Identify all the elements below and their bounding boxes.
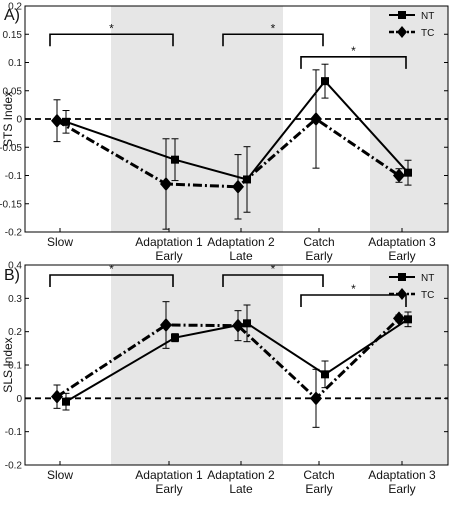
data-point-diamond <box>310 112 322 126</box>
significance-star: * <box>109 262 114 276</box>
legend-label: TC <box>421 28 434 39</box>
significance-star: * <box>271 262 276 276</box>
significance-star: * <box>351 282 356 296</box>
legend-label: NT <box>421 273 434 284</box>
data-point-diamond <box>232 179 244 194</box>
significance-bracket <box>49 274 174 287</box>
legend-marker-diamond <box>397 26 407 38</box>
y-tick-label: -0.05 <box>0 143 22 154</box>
y-tick-label: 0.1 <box>8 361 22 372</box>
x-category-label: Catch <box>303 235 334 249</box>
x-category-label: Adaptation 2 <box>207 468 275 482</box>
x-category-label: Adaptation 3 <box>368 468 436 482</box>
legend-marker-square <box>398 11 406 19</box>
x-category-label: Adaptation 3 <box>368 235 436 249</box>
x-category-label: Adaptation 1 <box>135 468 203 482</box>
legend-label: TC <box>421 290 434 301</box>
y-tick-label: -0.1 <box>5 427 23 438</box>
y-tick-label: 0 <box>16 115 22 126</box>
data-point-diamond <box>393 311 405 326</box>
x-category-label: Slow <box>47 235 73 249</box>
y-tick-label: -0.15 <box>0 199 22 210</box>
y-tick-label: 0.2 <box>8 327 22 338</box>
significance-bracket <box>222 33 324 47</box>
x-category-label: Late <box>229 249 253 263</box>
x-category-label: Early <box>155 482 182 496</box>
panel-label: B) <box>4 267 20 284</box>
panel-label: A) <box>4 7 20 24</box>
y-tick-label: 0.1 <box>8 58 22 69</box>
data-point-square <box>171 333 179 342</box>
x-category-label: Late <box>229 482 253 496</box>
data-point-square <box>321 77 329 86</box>
data-point-square <box>171 155 179 164</box>
shaded-band <box>370 265 448 465</box>
shaded-band <box>111 265 283 465</box>
y-tick-label: 0.2 <box>8 2 22 13</box>
chart-panel-1: -0.2 -0.15 -0.1 -0.05 0 0.05 0.1 0.15 0.2 Slow Ada… <box>0 2 449 263</box>
x-category-label: Early <box>388 482 415 496</box>
legend-marker-diamond <box>397 288 407 300</box>
data-point-square <box>62 397 70 406</box>
data-point-diamond <box>393 168 405 183</box>
x-category-label: Early <box>305 249 332 263</box>
y-tick-label: -0.2 <box>5 228 23 239</box>
x-category-label: Slow <box>47 468 73 482</box>
y-tick-label: 0.4 <box>8 261 22 272</box>
series-line-TC <box>56 317 401 401</box>
data-point-diamond <box>310 391 322 406</box>
legend-marker-square <box>398 273 406 281</box>
y-tick-label: -0.1 <box>5 171 23 182</box>
x-category-label: Catch <box>303 468 334 482</box>
data-point-square <box>62 117 70 126</box>
data-point-square <box>243 319 251 328</box>
y-tick-label: 0.3 <box>8 294 22 305</box>
significance-bracket <box>300 56 407 69</box>
significance-bracket <box>300 294 407 307</box>
x-category-label: Adaptation 2 <box>207 235 275 249</box>
data-point-square <box>404 315 412 324</box>
significance-star: * <box>351 44 356 58</box>
y-tick-label: 0.15 <box>3 30 23 41</box>
data-point-diamond <box>51 113 63 128</box>
significance-star: * <box>109 21 114 35</box>
y-tick-label: -0.2 <box>5 461 23 472</box>
data-point-square <box>404 168 412 177</box>
x-category-label: Early <box>305 482 332 496</box>
y-tick-label: 0 <box>16 394 22 405</box>
legend-label: NT <box>421 11 434 22</box>
significance-star: * <box>271 21 276 35</box>
x-category-label: Early <box>155 249 182 263</box>
data-point-diamond <box>160 318 172 332</box>
data-point-diamond <box>160 176 172 191</box>
x-category-label: Early <box>388 249 415 263</box>
y-axis-label: STS Index <box>1 91 15 147</box>
significance-bracket <box>222 274 324 287</box>
y-axis-label: SLS Index <box>1 337 15 392</box>
y-tick-label: 0.05 <box>3 86 23 97</box>
data-point-diamond <box>51 389 63 404</box>
data-point-square <box>321 370 329 379</box>
x-category-label: Adaptation 1 <box>135 235 203 249</box>
significance-bracket <box>49 33 174 47</box>
data-point-diamond <box>232 318 244 333</box>
